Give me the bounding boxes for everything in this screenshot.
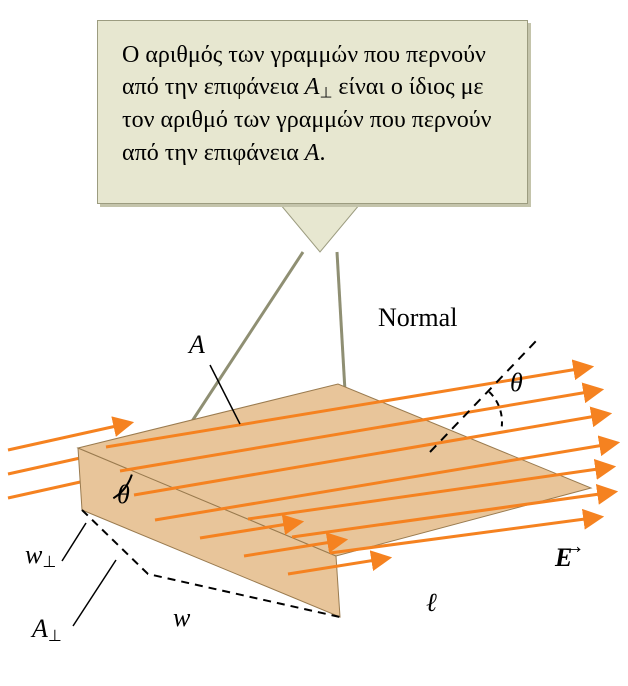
callout-tail <box>280 204 360 252</box>
label-w-perp: w⊥ <box>25 540 56 572</box>
label-normal: Normal <box>378 303 457 333</box>
callout-box: Ο αριθμός των γραμμών που περνούν από τη… <box>97 20 528 204</box>
leader-w-perp <box>62 523 86 561</box>
leader-A-perp <box>73 560 116 626</box>
label-A-perp: A⊥ <box>32 614 62 646</box>
label-w: w <box>173 603 190 633</box>
label-ell: ℓ <box>426 588 437 618</box>
label-A: A <box>189 330 205 360</box>
label-theta-right: θ <box>510 368 523 398</box>
vector-arrow-icon: → <box>563 535 585 557</box>
label-theta-left: θ <box>117 480 130 510</box>
